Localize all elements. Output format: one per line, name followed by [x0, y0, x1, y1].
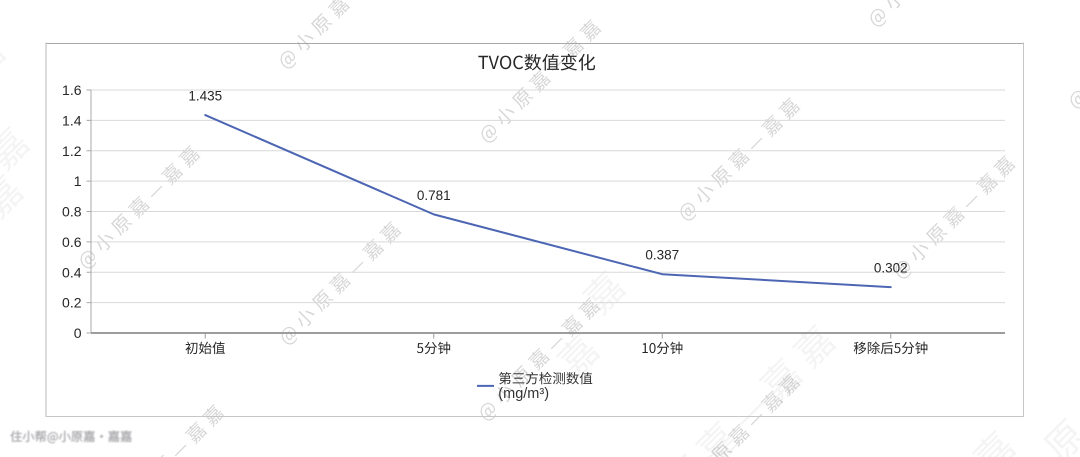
svg-text:(mg/m³): (mg/m³)	[498, 386, 549, 402]
svg-text:1: 1	[74, 173, 82, 189]
svg-text:0.387: 0.387	[645, 248, 679, 263]
svg-text:1.2: 1.2	[62, 143, 82, 159]
svg-text:0.8: 0.8	[62, 204, 82, 220]
svg-text:1.4: 1.4	[62, 112, 82, 128]
svg-text:0.781: 0.781	[417, 188, 451, 203]
svg-text:0.6: 0.6	[62, 234, 82, 250]
svg-text:1.6: 1.6	[62, 82, 82, 98]
svg-text:0: 0	[74, 325, 82, 341]
svg-text:0.2: 0.2	[62, 295, 82, 311]
svg-text:0.302: 0.302	[874, 261, 908, 276]
svg-text:0.4: 0.4	[62, 264, 82, 280]
svg-text:1.435: 1.435	[188, 89, 222, 104]
